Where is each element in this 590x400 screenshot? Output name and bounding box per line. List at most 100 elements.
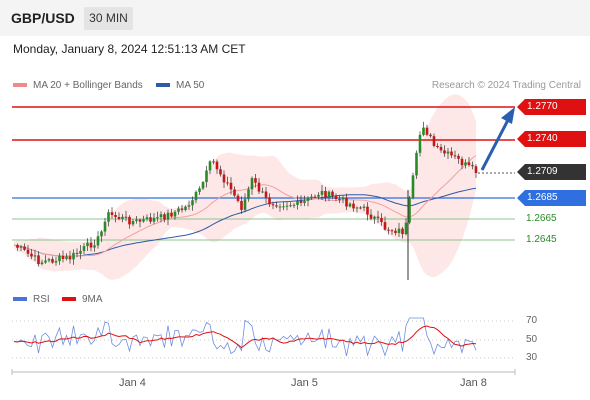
candle-body xyxy=(152,217,156,222)
x-label-jan8: Jan 8 xyxy=(460,377,487,389)
candle-body xyxy=(390,230,394,232)
candle-body xyxy=(415,152,418,176)
candle-body xyxy=(226,182,229,184)
candle-body xyxy=(313,196,317,198)
candle-body xyxy=(352,203,355,209)
candle-body xyxy=(278,206,282,208)
candle-body xyxy=(299,200,303,203)
rsi-ma-legend-label: 9MA xyxy=(82,294,103,305)
resistance-label-1: 1.2740 xyxy=(517,131,586,147)
ma50-swatch xyxy=(156,83,170,88)
x-label-jan4: Jan 4 xyxy=(119,377,146,389)
candle-body xyxy=(282,206,285,208)
legend-label-ma20: MA 20 + Bollinger Bands xyxy=(33,80,143,91)
candle-body xyxy=(429,134,432,137)
candle-body xyxy=(96,236,100,246)
candle-body xyxy=(54,261,58,263)
candle-body xyxy=(394,230,397,234)
candle-body xyxy=(411,175,415,199)
legend-label-ma50: MA 50 xyxy=(176,80,205,91)
candle-body xyxy=(376,216,380,218)
candle-body xyxy=(359,207,362,209)
support-label-2: 1.2645 xyxy=(526,234,557,245)
candle-body xyxy=(474,166,478,173)
candle-body xyxy=(177,208,180,212)
candle-body xyxy=(191,200,194,206)
candle-body xyxy=(271,204,275,206)
candle-body xyxy=(380,217,383,223)
candle-body xyxy=(436,145,439,148)
candle-body xyxy=(292,204,296,206)
candle-body xyxy=(285,205,289,207)
candle-body xyxy=(240,200,243,210)
candle-body xyxy=(348,203,352,207)
candle-body xyxy=(401,228,404,235)
candle-body xyxy=(320,190,324,195)
candle-body xyxy=(331,191,334,196)
candles xyxy=(16,121,478,280)
candle-body xyxy=(135,219,138,222)
candle-body xyxy=(79,250,82,254)
candle-body xyxy=(215,161,219,170)
candle-body xyxy=(408,198,411,223)
candle-body xyxy=(247,189,250,200)
candle-body xyxy=(275,205,278,207)
candle-body xyxy=(65,256,68,259)
candle-body xyxy=(58,256,61,262)
rsi-level-70: 70 xyxy=(526,315,538,326)
candle-body xyxy=(450,151,453,156)
candle-body xyxy=(261,191,264,193)
pivot-label: 1.2685 xyxy=(517,190,586,206)
research-credit: Research © 2024 Trading Central xyxy=(431,80,581,91)
candle-body xyxy=(222,174,226,183)
candle-body xyxy=(373,216,376,219)
candle-body xyxy=(219,169,222,175)
ma20-path xyxy=(13,155,477,257)
rsi-legend-label: RSI xyxy=(33,294,50,305)
candle-body xyxy=(338,199,341,201)
candle-body xyxy=(68,256,72,260)
candle-body xyxy=(345,197,348,207)
candle-body xyxy=(310,196,313,198)
candle-body xyxy=(334,195,338,200)
rsi-path xyxy=(13,317,477,357)
candle-body xyxy=(289,205,292,207)
candle-body xyxy=(159,214,163,218)
candle-body xyxy=(208,161,212,171)
candle-body xyxy=(254,178,257,183)
candle-body xyxy=(355,207,359,209)
candle-body xyxy=(250,178,254,190)
candle-body xyxy=(75,252,79,254)
candle-body xyxy=(103,221,107,232)
candle-body xyxy=(187,205,191,207)
candle-body xyxy=(149,217,152,222)
candle-body xyxy=(201,182,205,189)
candle-body xyxy=(268,197,271,205)
bollinger-band-fill xyxy=(14,94,476,280)
resistance-label-2: 1.2770 xyxy=(517,99,586,115)
candle-body xyxy=(366,206,369,215)
candle-body xyxy=(362,206,366,208)
candle-body xyxy=(128,216,131,225)
candle-body xyxy=(457,155,460,159)
timestamp: Monday, January 8, 2024 12:51:13 AM CET xyxy=(13,42,246,56)
candle-body xyxy=(51,259,54,263)
candle-body xyxy=(44,260,47,263)
candle-body xyxy=(72,252,75,260)
candle-body xyxy=(16,244,19,248)
candle-body xyxy=(212,161,215,163)
candle-body xyxy=(324,190,327,198)
rsi-swatch xyxy=(13,297,27,302)
candle-body xyxy=(163,214,166,220)
candle-body xyxy=(30,253,33,257)
candle-body xyxy=(383,222,387,230)
rsi-level-50: 50 xyxy=(526,334,538,345)
candle-body xyxy=(439,147,443,151)
candle-body xyxy=(464,162,467,166)
candle-body xyxy=(184,206,187,211)
timeframe-button[interactable]: 30 MIN xyxy=(84,7,133,30)
candle-body xyxy=(121,216,124,219)
candle-body xyxy=(19,246,23,248)
candle-body xyxy=(369,214,373,219)
rsi-legend-item: RSI xyxy=(13,294,50,305)
